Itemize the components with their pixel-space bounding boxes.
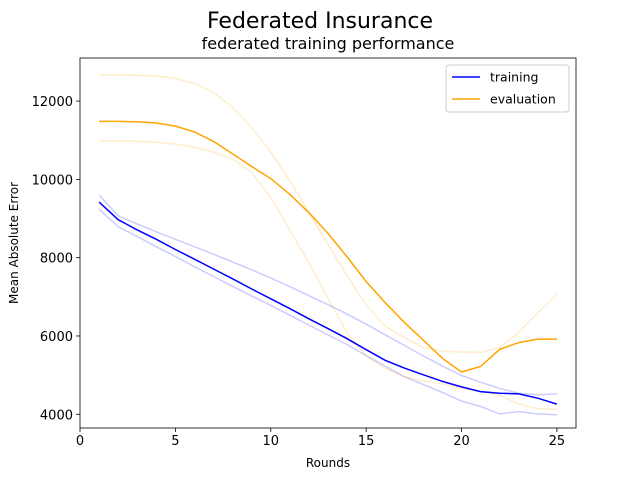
y-tick-label: 8000: [40, 252, 73, 267]
y-tick-label: 10000: [32, 173, 73, 188]
x-tick-label: 5: [171, 434, 179, 449]
chart-suptitle: Federated Insurance: [207, 9, 433, 34]
training-lower-band-line: [98, 208, 557, 416]
legend-label-evaluation: evaluation: [490, 92, 556, 107]
x-tick-label: 25: [549, 434, 566, 449]
x-axis-label: Rounds: [306, 456, 350, 470]
legend: training evaluation: [445, 64, 570, 113]
y-axis-label: Mean Absolute Error: [7, 182, 21, 304]
evaluation-series-line: [99, 120, 557, 373]
training-upper-band-line: [98, 194, 557, 396]
x-tick-label: 0: [76, 434, 84, 449]
chart-title: federated training performance: [202, 34, 455, 53]
x-tick-label: 15: [358, 434, 375, 449]
y-tick-label: 12000: [32, 95, 73, 110]
legend-label-training: training: [490, 70, 538, 85]
evaluation-upper-band-line: [99, 74, 558, 354]
y-tick-label: 4000: [40, 408, 73, 423]
y-tick-label: 6000: [40, 330, 73, 345]
axes-frame: [79, 57, 577, 429]
training-series-line: [98, 201, 558, 405]
plot-area: 0 5 10 15 20 25 4000 6000 8000 10000 12000: [32, 57, 577, 449]
evaluation-lower-band-line: [99, 140, 557, 410]
x-tick-label: 10: [262, 434, 279, 449]
x-tick-label: 20: [453, 434, 470, 449]
